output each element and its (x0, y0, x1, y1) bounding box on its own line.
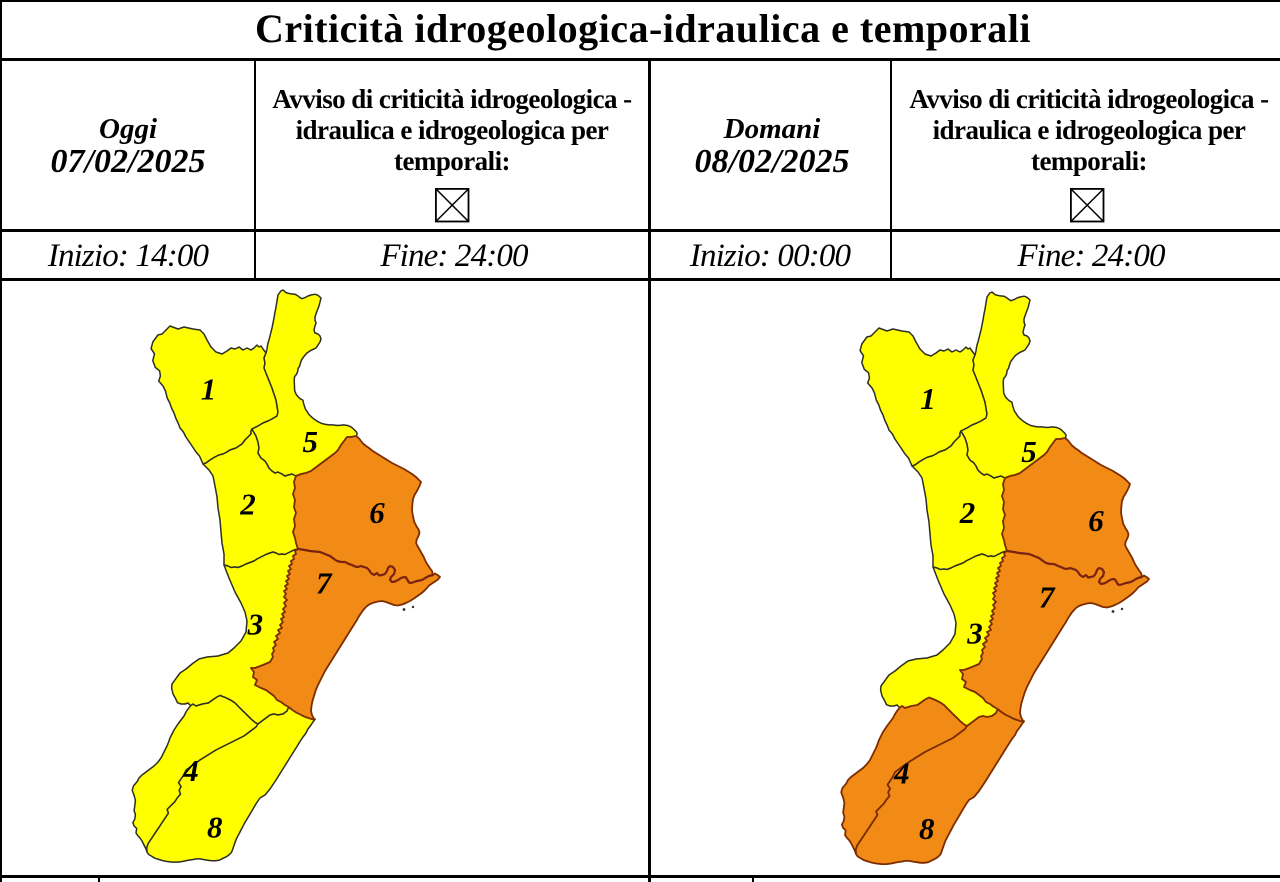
svg-text:5: 5 (1021, 434, 1037, 469)
svg-text:3: 3 (966, 616, 983, 651)
svg-text:3: 3 (247, 606, 264, 641)
svg-text:1: 1 (920, 381, 936, 416)
svg-text:2: 2 (959, 495, 976, 530)
svg-text:6: 6 (1088, 503, 1104, 538)
svg-text:4: 4 (893, 756, 910, 791)
svg-text:7: 7 (1039, 580, 1056, 615)
svg-text:2: 2 (239, 487, 256, 522)
svg-text:4: 4 (182, 753, 199, 788)
svg-text:1: 1 (201, 371, 217, 406)
svg-text:8: 8 (919, 811, 935, 846)
svg-text:8: 8 (207, 809, 223, 844)
svg-text:6: 6 (369, 495, 385, 530)
svg-text:7: 7 (316, 566, 333, 601)
svg-text:5: 5 (302, 424, 318, 459)
